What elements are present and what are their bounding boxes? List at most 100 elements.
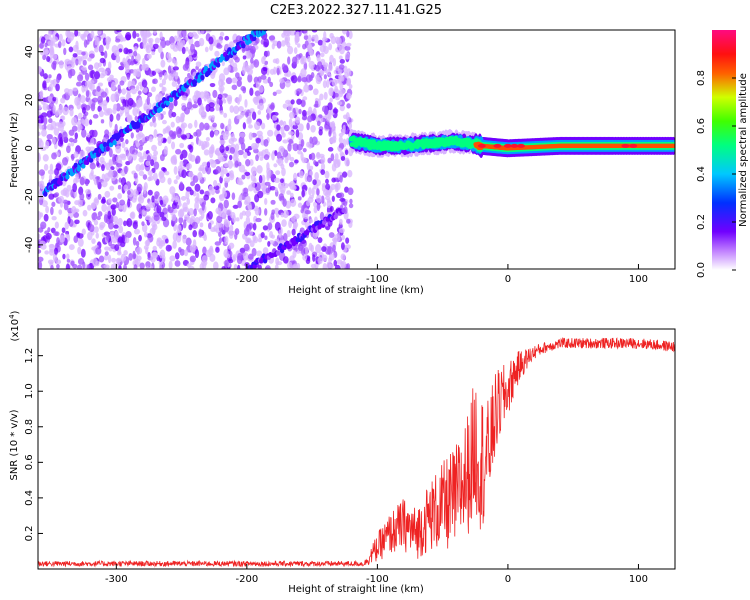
spectrogram-cell xyxy=(285,80,291,88)
spectrogram-cell xyxy=(325,196,331,201)
colorbar xyxy=(712,30,736,270)
spectrogram-cell xyxy=(231,137,238,142)
spectrogram-cell xyxy=(200,106,205,111)
spectrogram-cell xyxy=(77,258,85,265)
spectrogram-cell xyxy=(306,174,313,183)
spectrogram-cell xyxy=(222,187,226,195)
spectrogram-cell xyxy=(42,103,49,111)
spectrogram-cell xyxy=(62,131,68,140)
spectrogram-cell xyxy=(100,119,105,124)
spectrogram-cell xyxy=(298,170,304,179)
spectrogram-cell xyxy=(142,57,146,67)
spectrogram-cell xyxy=(328,130,332,137)
spectrogram-cell xyxy=(159,83,164,88)
spectrogram-cell xyxy=(43,191,48,197)
spectrogram-cell xyxy=(268,20,272,25)
spectrogram-cell xyxy=(125,231,132,239)
spectrogram-cell xyxy=(129,145,136,155)
spectrogram-cell xyxy=(317,237,323,243)
spectrogram-cell xyxy=(136,183,143,193)
spectrogram-cell xyxy=(57,121,64,128)
spectrogram-cell xyxy=(221,60,225,67)
spectrogram-cell xyxy=(58,180,63,186)
spectrogram-cell xyxy=(203,65,209,71)
spectrogram-cell xyxy=(95,157,99,162)
spectrogram-cell xyxy=(175,126,181,135)
spectrogram-cell xyxy=(101,164,105,172)
spectrogram-cell xyxy=(147,189,153,196)
spectrogram-cell xyxy=(266,167,272,176)
spectrogram-cell xyxy=(327,157,332,164)
spectrogram-cell xyxy=(346,218,351,224)
spectrogram-cell xyxy=(332,244,336,253)
spectrogram-cell xyxy=(279,178,285,184)
spectrogram-cell xyxy=(309,219,314,224)
spectrogram-cell xyxy=(267,222,273,231)
spectrogram-cell xyxy=(280,212,285,218)
spectrogram-cell xyxy=(286,190,291,195)
spectrogram-cell xyxy=(312,88,319,96)
spectrogram-cell xyxy=(73,177,78,185)
spectrogram-cell xyxy=(283,124,290,132)
spectrogram-cell xyxy=(110,263,114,269)
spectrogram-cell xyxy=(275,257,280,266)
spectrogram-cell xyxy=(344,71,349,78)
spectrogram-cell xyxy=(169,255,176,262)
spectrogram-cell xyxy=(161,234,168,240)
spectrogram-cell xyxy=(287,243,293,249)
spectrogram-cell xyxy=(71,153,75,161)
spectrogram-cell xyxy=(270,23,274,28)
spectrogram-cell xyxy=(320,169,326,176)
spectrogram-cell xyxy=(254,121,261,131)
spectrogram-cell xyxy=(98,110,104,118)
spectrogram-cell xyxy=(64,221,69,230)
spectrogram-cell xyxy=(276,151,282,161)
spectrogram-cell xyxy=(303,34,309,41)
spectrogram-cell xyxy=(201,260,208,267)
spectrogram-cell xyxy=(260,181,266,187)
spectrogram-cell xyxy=(151,144,158,152)
spectrogram-cell xyxy=(105,146,110,152)
spectrogram-cell xyxy=(311,30,318,33)
spectrogram-cell xyxy=(81,66,87,71)
spectrogram-cell xyxy=(272,91,277,97)
spectrogram-cell xyxy=(267,25,271,30)
spectrogram-cell xyxy=(250,57,254,64)
spectrogram-cell xyxy=(93,197,100,206)
spectrogram-cell xyxy=(179,142,185,149)
spectrogram-cell xyxy=(134,177,139,184)
spectrogram-cell xyxy=(211,114,216,121)
spectrogram-cell xyxy=(341,30,348,35)
spectrogram-cell xyxy=(250,173,256,182)
spectrogram-cell xyxy=(264,148,269,153)
spectrogram-cell xyxy=(160,39,167,49)
spectrogram-cell xyxy=(65,263,70,269)
spectrogram-cell xyxy=(282,182,289,189)
colorbar-ticks: 0.0 0.2 0.4 0.6 0.8 xyxy=(696,70,736,278)
spectrogram-cell xyxy=(243,221,247,229)
spectrogram-peak xyxy=(629,143,638,148)
spectrogram-cell xyxy=(338,147,342,153)
spectrogram-cell xyxy=(324,170,330,179)
spectrogram-cell xyxy=(209,45,214,51)
spectrogram-cell xyxy=(175,175,181,180)
spectrogram-cell xyxy=(47,30,52,38)
spectrogram-cell xyxy=(292,124,299,130)
spectrogram-cell xyxy=(245,111,249,118)
spectrogram-cell xyxy=(142,174,148,180)
spectrogram-cell xyxy=(132,250,136,260)
colorbar-tick-label: 0.0 xyxy=(696,262,707,278)
spectrogram-cell xyxy=(268,24,272,29)
spectrogram-cell xyxy=(77,238,84,247)
spectrogram-cell xyxy=(276,124,281,131)
spectrogram-cell xyxy=(199,122,205,131)
spectrogram-cell xyxy=(292,250,297,259)
spectrogram-cell xyxy=(121,141,126,149)
spectrogram-cell xyxy=(335,182,341,191)
spectrogram-cell xyxy=(315,64,321,72)
spectrogram-cell xyxy=(107,198,112,204)
spectrogram-cell xyxy=(57,41,62,49)
y-tick-label: 20 xyxy=(24,94,35,107)
spectrogram-cell xyxy=(38,152,41,162)
